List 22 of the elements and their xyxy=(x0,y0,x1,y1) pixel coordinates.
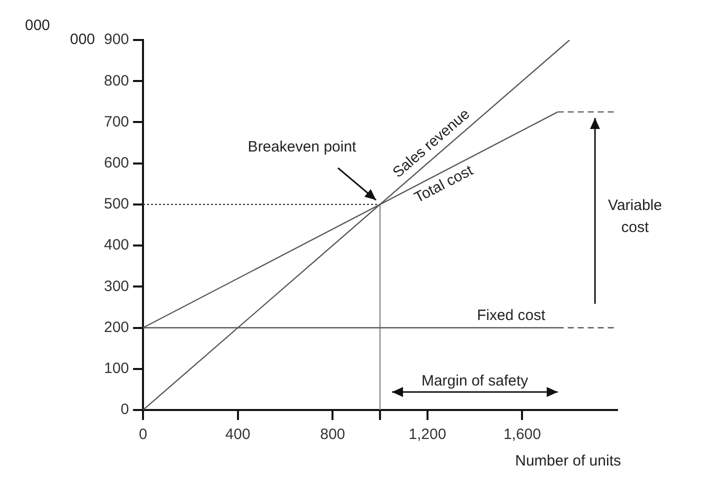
x-tick-label: 1,600 xyxy=(503,426,541,444)
y-tick-label: 700 xyxy=(104,113,130,130)
annotation: Margin of safety xyxy=(421,372,529,390)
x-tick-label: 1,200 xyxy=(408,426,446,444)
x-tick-label: 800 xyxy=(320,426,346,444)
x-axis-title: Number of units xyxy=(515,452,621,470)
y-tick-label: 300 xyxy=(104,278,130,295)
x-tick-label: 400 xyxy=(225,426,250,444)
y-tick-label: 600 xyxy=(104,154,130,172)
annotation: Variable cost xyxy=(608,196,662,236)
y-axis-title: 000 xyxy=(70,31,96,48)
y-tick-label: 500 xyxy=(104,196,130,213)
y-tick-label: 200 xyxy=(104,318,130,336)
y-tick-label: 900 xyxy=(104,31,130,48)
x-tick-label: 0 xyxy=(138,426,148,444)
y-tick-label: 100 xyxy=(104,360,130,378)
series-label: Fixed cost xyxy=(476,306,546,324)
y-tick-label: 400 xyxy=(104,236,130,254)
y-tick-label: 800 xyxy=(104,72,130,90)
y-tick-label: 0 xyxy=(120,401,130,418)
text: 000 xyxy=(25,17,50,34)
annotation: Breakeven point xyxy=(248,138,358,156)
